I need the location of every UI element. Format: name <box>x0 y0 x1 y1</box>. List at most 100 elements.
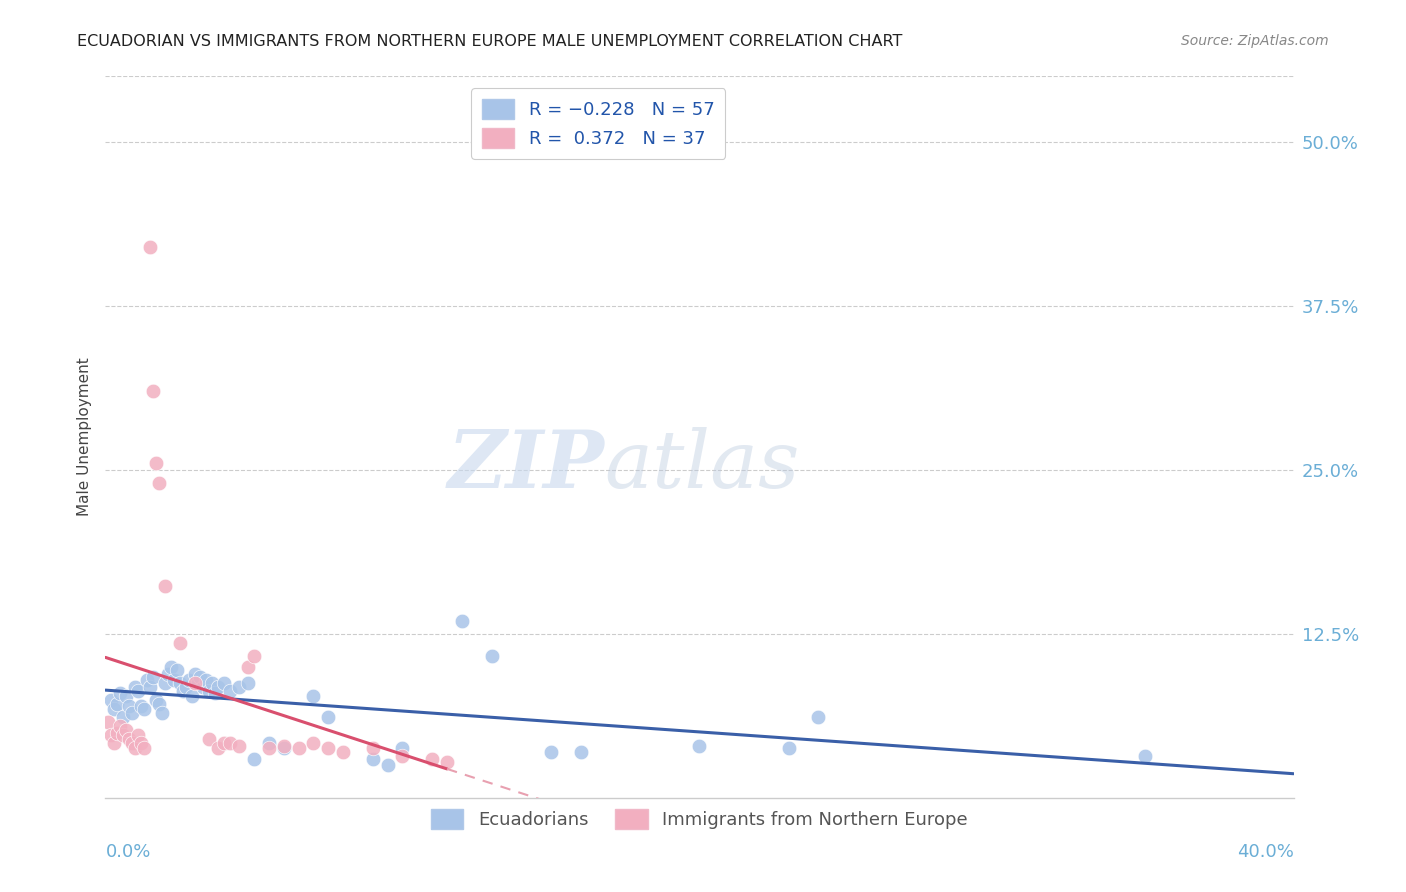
Point <box>112 710 135 724</box>
Point <box>332 745 354 759</box>
Point <box>121 736 143 750</box>
Point <box>236 660 259 674</box>
Point <box>219 683 242 698</box>
Point <box>110 686 132 700</box>
Point <box>257 741 280 756</box>
Point <box>139 239 162 253</box>
Point <box>97 715 120 730</box>
Point <box>112 728 135 742</box>
Point <box>273 741 295 756</box>
Point <box>118 732 141 747</box>
Point <box>127 728 149 742</box>
Point <box>124 741 146 756</box>
Point <box>148 697 170 711</box>
Point <box>236 675 259 690</box>
Point <box>174 680 197 694</box>
Point <box>100 728 122 742</box>
Point <box>198 683 221 698</box>
Point <box>156 666 179 681</box>
Point <box>243 752 266 766</box>
Point <box>142 384 165 398</box>
Legend: Ecuadorians, Immigrants from Northern Europe: Ecuadorians, Immigrants from Northern Eu… <box>423 802 976 837</box>
Point <box>103 736 125 750</box>
Point <box>132 702 155 716</box>
Point <box>201 675 224 690</box>
Point <box>115 723 138 737</box>
Point <box>391 749 413 764</box>
Point <box>302 736 325 750</box>
Point <box>193 680 215 694</box>
Point <box>129 699 152 714</box>
Point <box>183 675 205 690</box>
Point <box>105 697 128 711</box>
Point <box>391 741 413 756</box>
Point <box>316 741 339 756</box>
Point <box>124 680 146 694</box>
Point <box>145 456 167 470</box>
Point <box>540 745 562 759</box>
Point <box>115 689 138 703</box>
Point <box>145 693 167 707</box>
Point <box>420 752 443 766</box>
Point <box>778 741 800 756</box>
Point <box>316 710 339 724</box>
Point <box>153 578 176 592</box>
Point <box>177 673 200 687</box>
Point <box>1133 749 1156 764</box>
Point <box>273 739 295 753</box>
Point <box>127 683 149 698</box>
Point <box>103 702 125 716</box>
Point <box>129 736 152 750</box>
Text: 0.0%: 0.0% <box>105 843 150 861</box>
Point <box>257 736 280 750</box>
Point <box>180 689 202 703</box>
Point <box>198 732 221 747</box>
Point <box>287 741 309 756</box>
Point <box>204 686 226 700</box>
Point <box>163 673 186 687</box>
Point <box>361 741 384 756</box>
Point <box>807 710 830 724</box>
Point <box>150 706 173 720</box>
Text: 40.0%: 40.0% <box>1237 843 1294 861</box>
Point <box>207 680 229 694</box>
Point <box>214 675 236 690</box>
Point <box>302 689 325 703</box>
Point <box>195 673 218 687</box>
Point <box>228 739 250 753</box>
Point <box>118 699 141 714</box>
Point <box>377 758 399 772</box>
Text: atlas: atlas <box>605 427 800 505</box>
Point <box>172 683 194 698</box>
Point <box>450 614 472 628</box>
Y-axis label: Male Unemployment: Male Unemployment <box>76 358 91 516</box>
Point <box>207 741 229 756</box>
Point <box>169 636 191 650</box>
Text: ZIP: ZIP <box>447 427 605 505</box>
Point <box>121 706 143 720</box>
Point <box>166 663 188 677</box>
Point <box>139 680 162 694</box>
Text: ECUADORIAN VS IMMIGRANTS FROM NORTHERN EUROPE MALE UNEMPLOYMENT CORRELATION CHAR: ECUADORIAN VS IMMIGRANTS FROM NORTHERN E… <box>77 34 903 49</box>
Point <box>243 649 266 664</box>
Point <box>214 736 236 750</box>
Point <box>569 745 592 759</box>
Point <box>689 739 711 753</box>
Point <box>105 725 128 739</box>
Point <box>436 755 458 769</box>
Point <box>186 675 208 690</box>
Point <box>132 741 155 756</box>
Point <box>159 660 181 674</box>
Point <box>142 671 165 685</box>
Point <box>110 719 132 733</box>
Point <box>361 752 384 766</box>
Point <box>100 693 122 707</box>
Point <box>153 675 176 690</box>
Point <box>183 666 205 681</box>
Point <box>481 649 503 664</box>
Point <box>136 673 159 687</box>
Point <box>228 680 250 694</box>
Text: Source: ZipAtlas.com: Source: ZipAtlas.com <box>1181 34 1329 48</box>
Point <box>190 671 212 685</box>
Point <box>219 736 242 750</box>
